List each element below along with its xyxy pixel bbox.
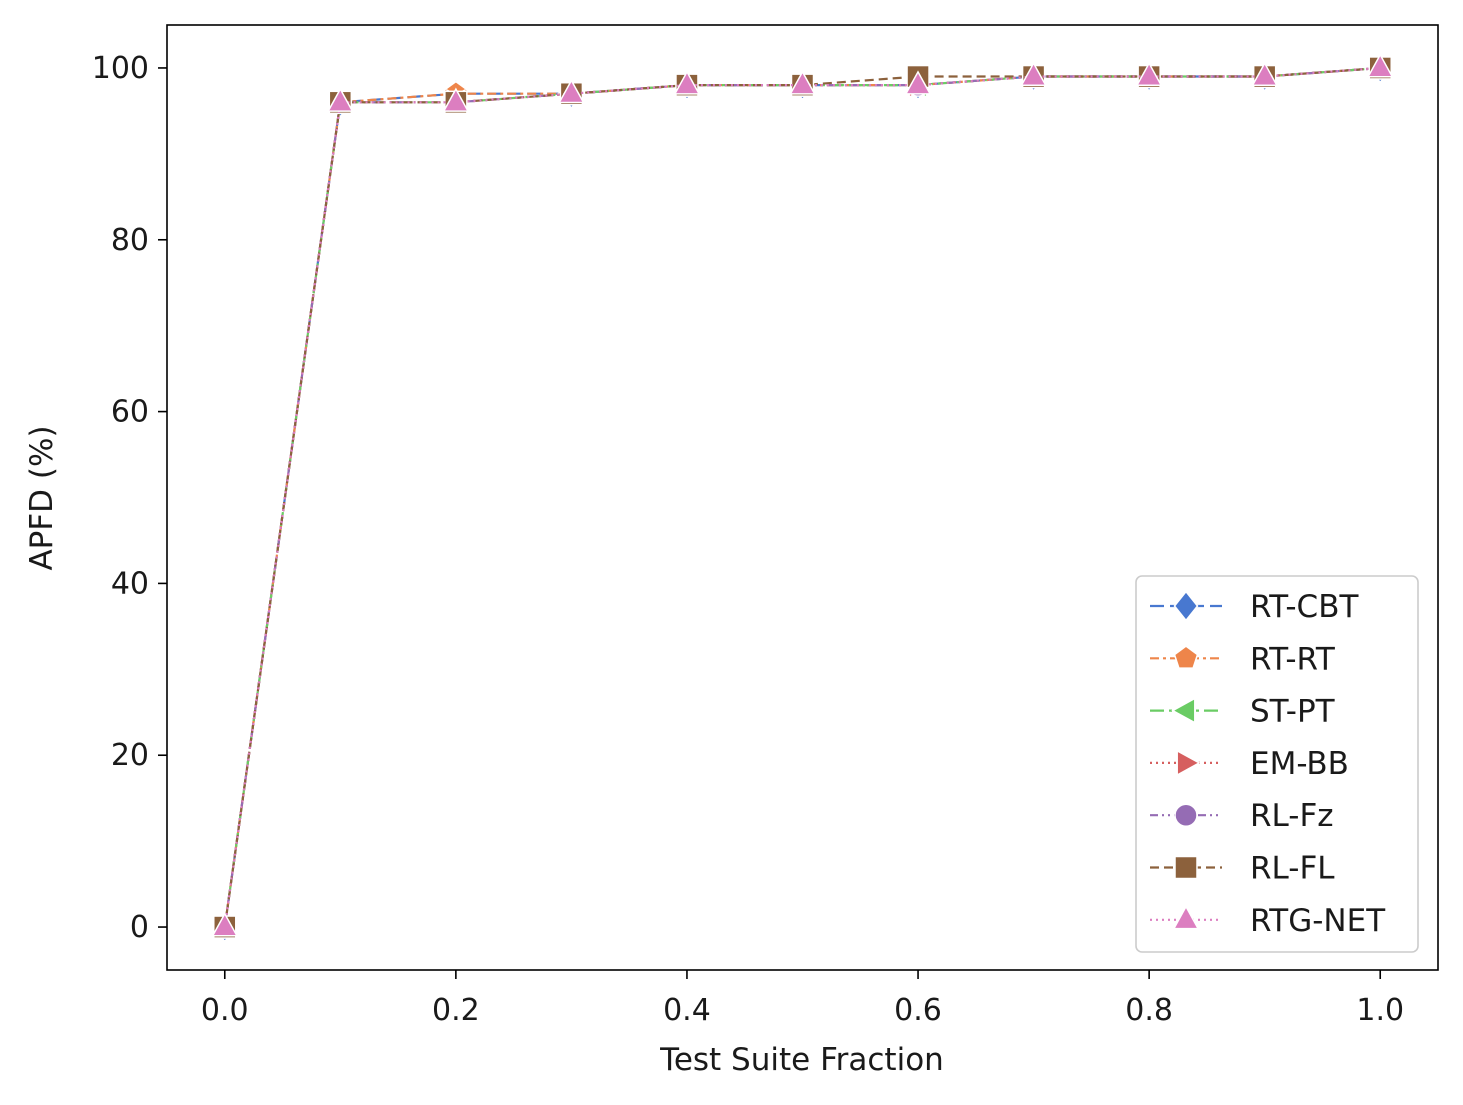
plot-frame <box>166 24 1439 971</box>
data-point <box>558 78 585 104</box>
y-tick-label: 20 <box>111 738 149 773</box>
legend-marker <box>1173 590 1199 622</box>
legend-label: RL-FL <box>1250 851 1335 887</box>
legend-marker <box>1173 645 1199 669</box>
y-tick-label: 60 <box>111 395 149 430</box>
x-tick-label: 0.2 <box>432 993 480 1028</box>
data-point <box>789 70 816 95</box>
legend-item: RTG-NET <box>1150 903 1386 939</box>
legend-box <box>1135 575 1419 953</box>
legend-marker <box>1176 749 1201 777</box>
legend-marker <box>1174 855 1198 880</box>
legend-label: RT-CBT <box>1250 589 1359 625</box>
data-point <box>1366 53 1394 78</box>
y-tick-label: 40 <box>111 566 149 601</box>
x-axis: 0.0 0.2 0.4 0.6 0.8 1.0 <box>201 970 1404 1028</box>
x-axis-label: Test Suite Fraction <box>659 1042 944 1078</box>
data-point <box>211 912 239 937</box>
legend-item: RT-CBT <box>1150 589 1359 625</box>
data-point <box>673 70 701 95</box>
data-point <box>1020 61 1047 87</box>
legend-marker <box>1174 803 1198 827</box>
series-layer <box>210 52 1395 943</box>
legend-label: RT-RT <box>1250 641 1336 677</box>
y-tick-label: 100 <box>92 51 149 86</box>
legend-item: RL-FL <box>1150 851 1335 887</box>
data-point <box>1135 61 1163 87</box>
y-axis-label: APFD (%) <box>24 425 60 570</box>
legend-label: ST-PT <box>1250 694 1336 730</box>
legend-item: EM-BB <box>1150 746 1349 782</box>
x-tick-label: 0.6 <box>894 993 942 1028</box>
data-point <box>442 87 470 112</box>
series-line <box>223 66 1381 928</box>
y-axis: 0 20 40 60 80 100 <box>92 51 167 945</box>
legend: RT-CBT RT-RT ST-PT EM-BB RL-Fz RL-FL RTG-NET <box>1135 575 1419 953</box>
legend-label: RL-Fz <box>1250 798 1334 834</box>
data-point <box>1251 61 1279 87</box>
x-tick-label: 0.8 <box>1125 993 1173 1028</box>
x-tick-label: 0.0 <box>201 993 249 1028</box>
legend-marker <box>1172 905 1200 930</box>
legend-item: ST-PT <box>1150 694 1336 730</box>
legend-label: EM-BB <box>1250 746 1349 782</box>
legend-item: RT-RT <box>1150 641 1336 677</box>
data-point <box>326 87 354 112</box>
legend-marker <box>1171 697 1196 724</box>
x-tick-label: 0.4 <box>663 993 711 1028</box>
y-tick-label: 0 <box>130 910 149 945</box>
legend-label: RTG-NET <box>1250 903 1386 939</box>
y-tick-label: 80 <box>111 223 149 258</box>
legend-item: RL-Fz <box>1150 798 1334 834</box>
data-point <box>904 70 932 95</box>
x-tick-label: 1.0 <box>1356 993 1404 1028</box>
series-rtg-net <box>211 53 1394 937</box>
